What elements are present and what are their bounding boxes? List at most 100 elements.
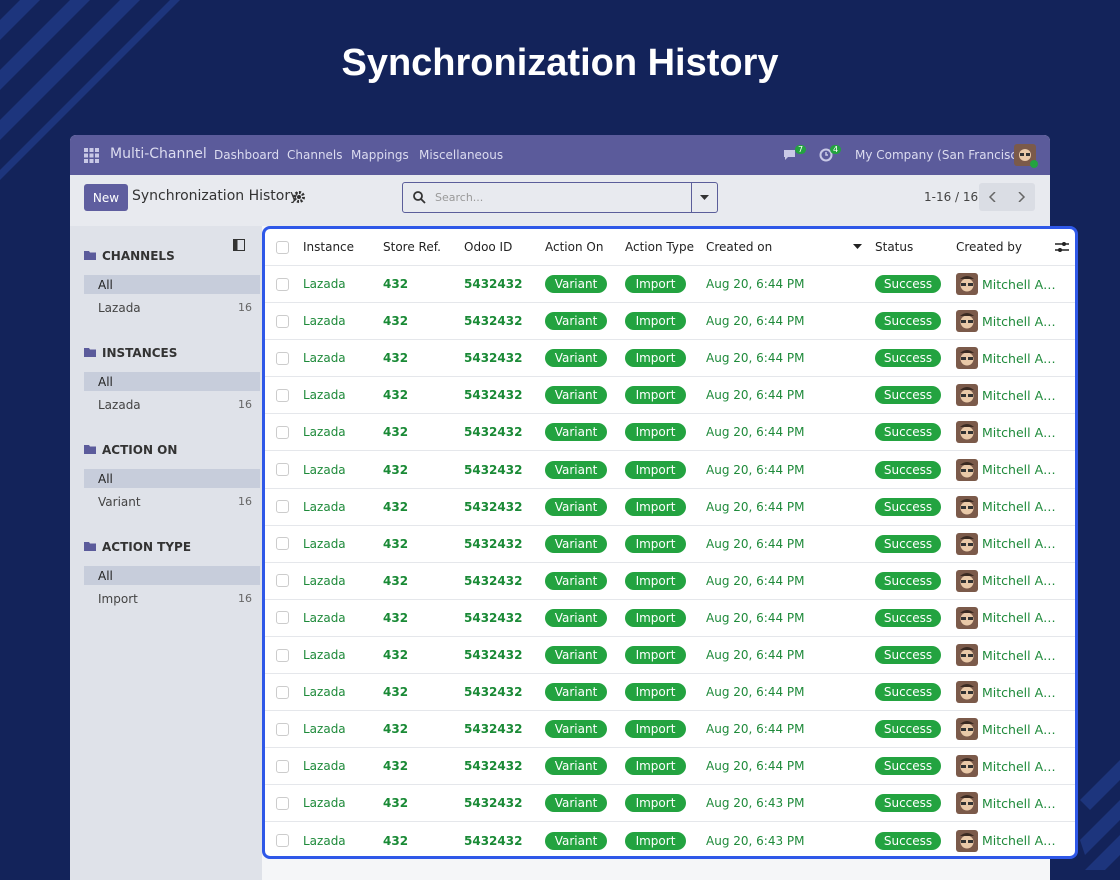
header-cell[interactable]: Action Type <box>625 229 694 265</box>
messages-icon[interactable] <box>783 148 799 162</box>
table-row[interactable]: Lazada 432 5432432 Variant Import Aug 20, 6:4… <box>265 563 1075 600</box>
table-cell: Aug 20, 6:44 PM <box>706 600 805 636</box>
badge: Success <box>875 386 941 405</box>
checkbox[interactable] <box>276 500 289 514</box>
menu-item[interactable]: Dashboard <box>214 148 280 162</box>
avatar <box>956 384 982 407</box>
company-name[interactable]: My Company (San Francisco) <box>855 148 1029 162</box>
checkbox[interactable] <box>276 240 289 254</box>
table-cell: Aug 20, 6:44 PM <box>706 711 805 747</box>
checkbox[interactable] <box>276 722 289 736</box>
table-cell: Variant <box>545 526 607 562</box>
table-cell: Import <box>625 452 686 488</box>
header-cell[interactable]: Instance <box>303 229 354 265</box>
table-row[interactable]: Lazada 432 5432432 Variant Import Aug 20, 6:4… <box>265 414 1075 452</box>
cell-text: 5432432 <box>464 685 523 700</box>
header-cell[interactable]: Action On <box>545 229 603 265</box>
table-row[interactable]: Lazada 432 5432432 Variant Import Aug 20, 6:4… <box>265 340 1075 378</box>
checkbox[interactable] <box>276 537 289 551</box>
sidebar-toggle[interactable] <box>233 239 245 251</box>
table-row[interactable]: Lazada 432 5432432 Variant Import Aug 20, 6:4… <box>265 526 1075 563</box>
checkbox[interactable] <box>276 648 289 662</box>
checkbox[interactable] <box>276 834 289 848</box>
header-cell[interactable]: Store Ref. <box>383 229 441 265</box>
avatar <box>956 310 982 333</box>
filter-item[interactable]: All <box>84 275 260 294</box>
header-cell[interactable]: Created by <box>956 229 1022 265</box>
menu-item[interactable]: Miscellaneous <box>419 148 504 162</box>
checkbox[interactable] <box>276 425 289 439</box>
checkbox[interactable] <box>276 463 289 477</box>
table-row[interactable]: Lazada 432 5432432 Variant Import Aug 20, 6:4… <box>265 637 1075 675</box>
filter-item[interactable]: All <box>84 372 260 391</box>
checkbox[interactable] <box>276 796 289 810</box>
checkbox[interactable] <box>276 351 289 365</box>
table-cell: 5432432 <box>464 340 522 376</box>
search-box[interactable]: Search... <box>402 182 718 213</box>
menu-item[interactable]: Mappings <box>351 148 409 162</box>
header-cell[interactable]: Odoo ID <box>464 229 512 265</box>
new-button[interactable]: New <box>84 184 128 211</box>
app-name[interactable]: Multi-Channel <box>110 146 207 162</box>
user-name: Mitchell A… <box>982 758 1056 774</box>
badge: Import <box>625 349 686 368</box>
checkbox[interactable] <box>276 685 289 699</box>
cell-text: Aug 20, 6:44 PM <box>706 351 805 366</box>
checkbox[interactable] <box>276 611 289 625</box>
section-header: CHANNELS <box>84 247 260 265</box>
header-cell[interactable]: Created on <box>706 229 772 265</box>
checkbox[interactable] <box>276 574 289 588</box>
filter-item[interactable]: All <box>84 566 260 585</box>
table-cell: Import <box>625 414 686 450</box>
settings-gear[interactable] <box>293 191 305 203</box>
checkbox[interactable] <box>276 388 289 402</box>
filter-item[interactable]: Lazada 16 <box>84 298 260 317</box>
table-cell: Mitchell A… <box>956 600 1056 636</box>
table-row[interactable]: Lazada 432 5432432 Variant Import Aug 20, 6:4… <box>265 748 1075 786</box>
badge: Variant <box>545 720 607 739</box>
table-row[interactable]: Lazada 432 5432432 Variant Import Aug 20, 6:4… <box>265 674 1075 712</box>
cell-text: Lazada <box>303 536 346 551</box>
table-row[interactable]: Lazada 432 5432432 Variant Import Aug 20, 6:4… <box>265 785 1075 823</box>
table-row[interactable]: Lazada 432 5432432 Variant Import Aug 20, 6:4… <box>265 377 1075 415</box>
cell-text: Lazada <box>303 648 346 663</box>
menu-item[interactable]: Channels <box>287 148 343 162</box>
table-row[interactable]: Lazada 432 5432432 Variant Import Aug 20, 6:4… <box>265 303 1075 341</box>
checkbox[interactable] <box>276 277 289 291</box>
header-cell[interactable]: Status <box>875 229 913 265</box>
table-cell: 5432432 <box>464 526 522 562</box>
cell-text: Aug 20, 6:44 PM <box>706 314 805 329</box>
table-cell: Variant <box>545 785 607 821</box>
table-row[interactable]: Lazada 432 5432432 Variant Import Aug 20, 6:4… <box>265 711 1075 749</box>
table-cell: Mitchell A… <box>956 489 1056 525</box>
table-cell: Variant <box>545 563 607 599</box>
cell-text: 5432432 <box>464 573 523 588</box>
search-toggle[interactable] <box>691 183 717 212</box>
table-row[interactable]: Lazada 432 5432432 Variant Import Aug 20, 6:4… <box>265 823 1075 857</box>
badge: Import <box>625 608 686 627</box>
table-cell: Success <box>875 823 941 857</box>
table-row[interactable]: Lazada 432 5432432 Variant Import Aug 20, 6:4… <box>265 489 1075 526</box>
sidebar: CHANNELS All Lazada 16 INSTANCES All Lazada 16 A… <box>70 226 262 880</box>
checkbox[interactable] <box>276 314 289 328</box>
table-row[interactable]: Lazada 432 5432432 Variant Import Aug 20, 6:4… <box>265 600 1075 637</box>
cell-text: 5432432 <box>464 277 523 292</box>
cell-text: 5432432 <box>464 610 523 625</box>
optional-columns-toggle[interactable] <box>1055 229 1069 265</box>
filter-item[interactable]: Variant 16 <box>84 492 260 511</box>
filter-section: ACTION TYPE All Import 16 <box>84 538 260 608</box>
apps-icon[interactable] <box>84 148 99 163</box>
filter-item[interactable]: Lazada 16 <box>84 395 260 414</box>
pager-prev[interactable] <box>988 192 998 202</box>
activities-icon[interactable] <box>819 148 833 162</box>
user-avatar[interactable] <box>1014 144 1038 168</box>
filter-item[interactable]: All <box>84 469 260 488</box>
pager-next[interactable] <box>1016 192 1026 202</box>
checkbox-cell <box>276 489 289 525</box>
table-row[interactable]: Lazada 432 5432432 Variant Import Aug 20, 6:4… <box>265 266 1075 304</box>
table-cell: Mitchell A… <box>956 711 1056 747</box>
cell-text: 5432432 <box>464 388 523 403</box>
filter-item[interactable]: Import 16 <box>84 589 260 608</box>
checkbox[interactable] <box>276 759 289 773</box>
table-row[interactable]: Lazada 432 5432432 Variant Import Aug 20, 6:4… <box>265 452 1075 489</box>
